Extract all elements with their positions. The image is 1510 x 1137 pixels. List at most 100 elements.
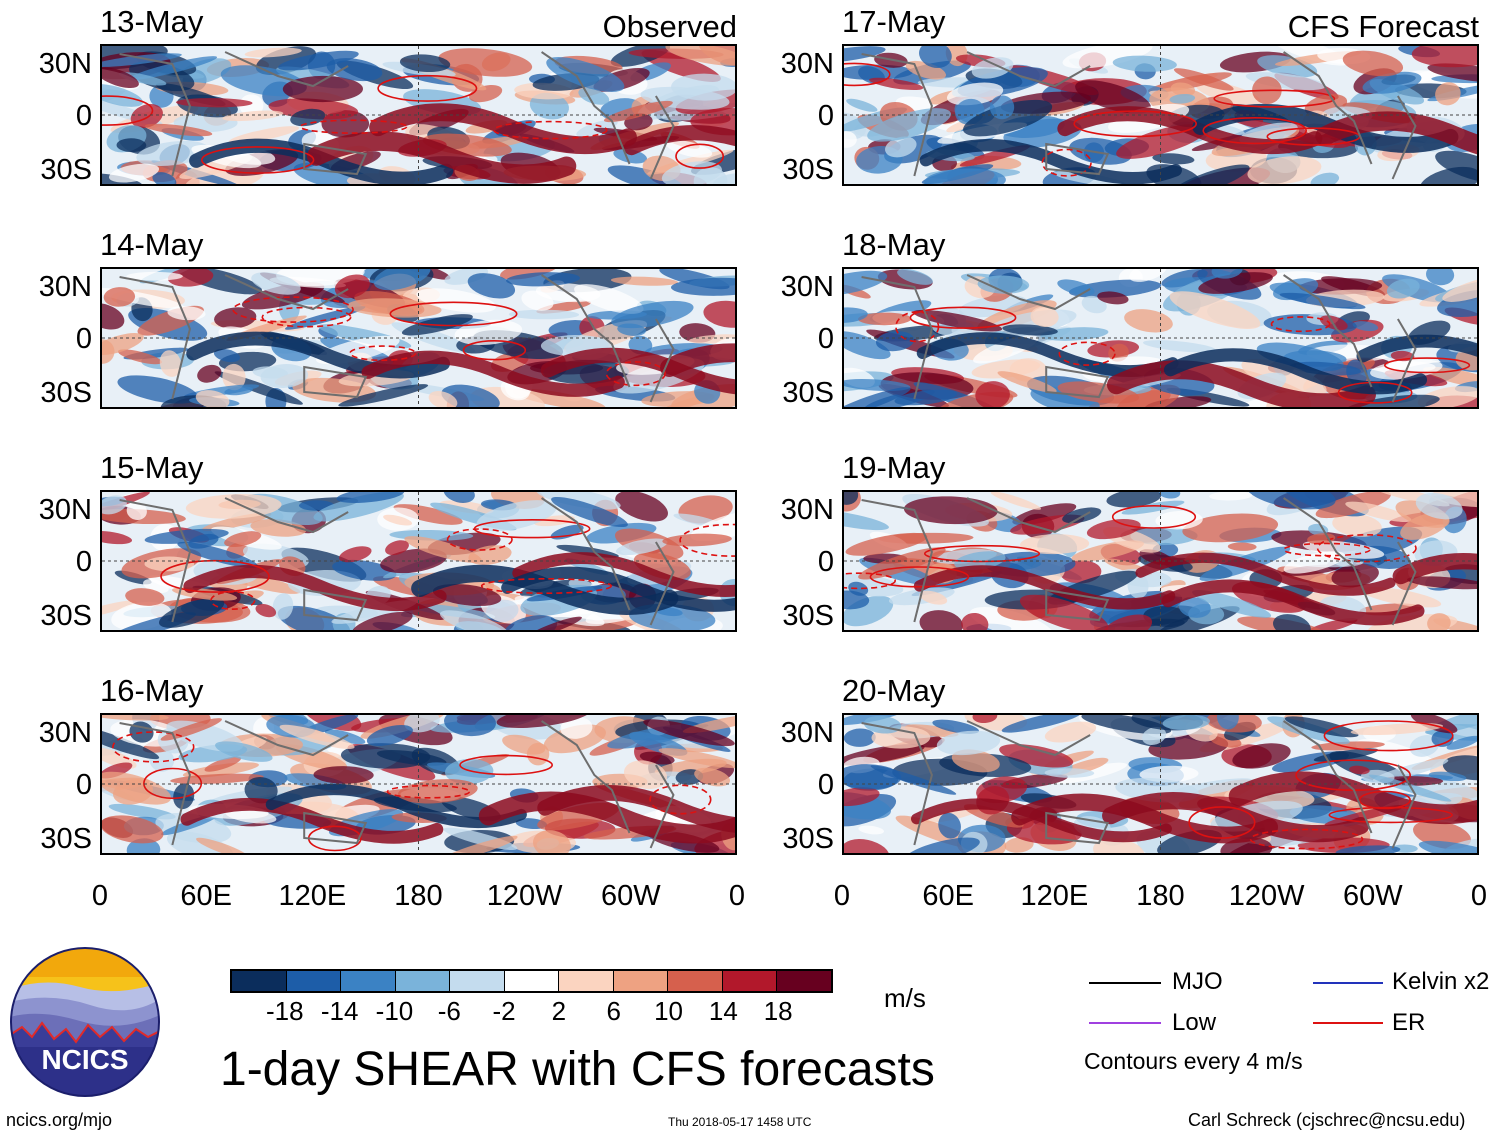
panel-date-label: 16-May xyxy=(100,673,204,708)
lat-tick-label: 30S xyxy=(782,154,834,186)
shear-blob xyxy=(1044,721,1097,743)
shear-blob xyxy=(1435,82,1461,106)
er-contour xyxy=(605,361,666,387)
colorbar-tick-label: -10 xyxy=(375,996,414,1026)
shear-blob xyxy=(997,371,1057,393)
shear-field xyxy=(102,715,735,853)
shear-blob xyxy=(326,58,383,82)
panel-source-label: CFS Forecast xyxy=(1287,9,1479,44)
shear-blob xyxy=(1139,765,1199,783)
shear-band xyxy=(660,343,735,378)
shear-blob xyxy=(222,110,284,122)
shear-blob xyxy=(961,612,989,630)
shear-blob xyxy=(912,309,1003,332)
shear-blob xyxy=(844,387,911,407)
footer-author: Carl Schreck (cjschrec@ncsu.edu) xyxy=(1188,1110,1466,1130)
shear-blob xyxy=(969,607,1054,630)
shear-blob xyxy=(1246,492,1336,510)
shear-blob xyxy=(1308,523,1329,536)
shear-blob xyxy=(848,581,869,596)
shear-blob xyxy=(1352,321,1379,332)
shear-blob xyxy=(858,312,912,326)
shear-blob xyxy=(102,67,139,89)
shear-blob xyxy=(938,812,961,839)
shear-blob xyxy=(1273,614,1311,630)
shear-blob xyxy=(438,48,533,77)
shear-blob xyxy=(963,99,1053,137)
er-contour xyxy=(1188,806,1256,839)
shear-blob xyxy=(1116,384,1181,407)
shear-map-panel xyxy=(100,713,737,855)
shear-blob xyxy=(182,762,259,778)
shear-blob xyxy=(666,140,713,158)
footer-url[interactable]: ncics.org/mjo xyxy=(6,1110,113,1130)
shear-band xyxy=(1392,553,1477,585)
lon-tick-label: 0 xyxy=(728,880,746,912)
shear-blob xyxy=(671,277,735,296)
shear-blob xyxy=(385,540,409,556)
shear-blob xyxy=(313,766,374,784)
shear-blob xyxy=(875,331,915,352)
shear-blob xyxy=(128,56,218,80)
shear-blob xyxy=(102,303,125,330)
panel-date-label: 20-May xyxy=(842,673,946,708)
shear-blob xyxy=(1418,840,1477,853)
shear-band xyxy=(537,785,735,833)
shear-blob xyxy=(972,715,998,724)
shear-blob xyxy=(277,605,351,630)
shear-blob xyxy=(574,284,644,314)
shear-blob xyxy=(546,57,625,92)
shear-map-panel xyxy=(842,44,1479,186)
shear-blob xyxy=(903,837,980,853)
shear-blob xyxy=(152,172,177,184)
shear-field xyxy=(102,269,735,407)
shear-blob xyxy=(924,168,1006,184)
shear-blob xyxy=(102,173,143,184)
shear-blob xyxy=(244,47,302,58)
shear-blob xyxy=(166,831,234,853)
lat-tick-label: 30N xyxy=(780,48,834,80)
lon-tick-label: 60W xyxy=(1343,880,1403,912)
er-contour xyxy=(386,784,471,799)
er-contour xyxy=(492,120,608,140)
legend-low-label: Low xyxy=(1172,1009,1217,1036)
shear-blob xyxy=(844,130,857,148)
shear-blob xyxy=(1386,278,1420,299)
shear-blob xyxy=(102,815,164,844)
shear-band xyxy=(361,350,625,397)
shear-blob xyxy=(1279,292,1366,310)
shear-blob xyxy=(222,363,246,391)
units-label: m/s xyxy=(884,983,926,1013)
shear-blob xyxy=(1302,540,1385,559)
shear-blob xyxy=(690,510,735,542)
shear-blob xyxy=(1169,164,1250,184)
shear-blob xyxy=(496,715,592,729)
shear-blob xyxy=(662,533,732,547)
lon-tick-label: 60W xyxy=(601,880,661,912)
shear-blob xyxy=(167,306,206,321)
shear-blob xyxy=(1227,542,1257,551)
lat-tick-label: 0 xyxy=(75,769,92,801)
shear-blob xyxy=(551,496,628,528)
shear-blob xyxy=(467,273,516,299)
shear-blob xyxy=(339,546,372,563)
lon-tick-label: 60E xyxy=(922,880,974,912)
er-contour xyxy=(1383,357,1471,374)
shear-band xyxy=(501,566,735,612)
er-contour xyxy=(459,754,553,776)
shear-blob xyxy=(607,165,684,184)
shear-blob xyxy=(919,590,948,605)
colorbar-swatch xyxy=(558,971,613,991)
lat-tick-label: 30S xyxy=(782,377,834,409)
shear-blob xyxy=(1081,715,1172,735)
coastline xyxy=(861,51,1417,180)
shear-blob xyxy=(1142,340,1216,353)
shear-blob xyxy=(643,719,735,747)
shear-blob xyxy=(1044,768,1095,778)
er-contour xyxy=(1270,316,1331,333)
shear-map-panel xyxy=(100,490,737,632)
shear-blob xyxy=(1144,396,1212,407)
shear-blob xyxy=(990,492,1042,510)
shear-map-panel xyxy=(100,267,737,409)
coastline xyxy=(119,720,675,849)
